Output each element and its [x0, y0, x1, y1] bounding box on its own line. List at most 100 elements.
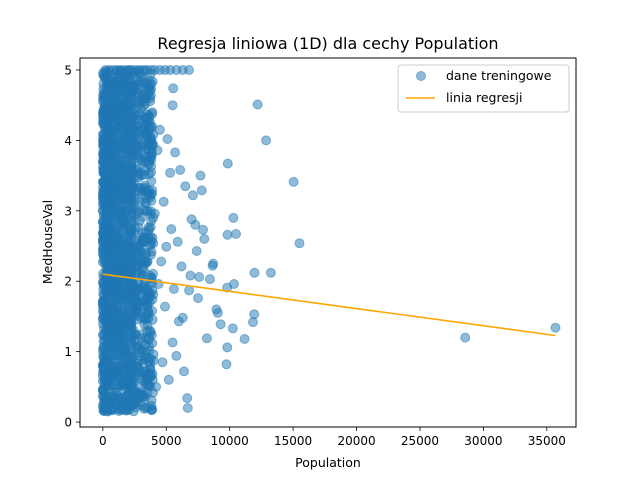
scatter-point — [193, 293, 203, 304]
scatter-point — [227, 323, 238, 334]
scatter-point — [222, 342, 233, 353]
y-tick-label: 2 — [64, 275, 72, 289]
dense-point — [98, 402, 109, 413]
dense-point — [146, 400, 157, 411]
dense-point — [139, 266, 150, 277]
scatter-point — [239, 334, 250, 344]
x-tick-label: 0 — [99, 434, 107, 448]
dense-point — [148, 387, 158, 398]
dense-point — [145, 132, 156, 143]
scatter-point — [550, 322, 561, 333]
legend: dane treningowe linia regresji — [397, 64, 570, 113]
scatter-point — [167, 100, 178, 111]
scatter-point — [222, 158, 233, 169]
scatter-point — [196, 185, 207, 196]
scatter-point — [156, 256, 167, 267]
scatter-point — [162, 134, 173, 144]
y-tick-label: 5 — [64, 63, 72, 77]
regression-line — [102, 273, 556, 337]
dense-point — [136, 254, 147, 265]
dense-point — [136, 312, 147, 323]
legend-label-points: dane treningowe — [446, 68, 552, 83]
scatter-point — [288, 176, 299, 187]
y-axis-ticks: 0 1 2 3 4 5 — [64, 63, 80, 430]
scatter-point — [261, 135, 272, 146]
legend-marker-points — [416, 71, 426, 81]
dense-point — [122, 390, 133, 401]
dense-point — [136, 387, 147, 398]
scatter-point — [171, 350, 182, 361]
plot-frame — [79, 57, 577, 428]
dense-point — [148, 355, 159, 366]
regression-line-group — [102, 273, 556, 337]
scatter-point — [170, 147, 181, 158]
scatter-point — [248, 317, 258, 328]
scatter-point — [168, 83, 179, 94]
dense-point — [142, 284, 153, 295]
scatter-point — [185, 270, 196, 281]
dense-point — [145, 222, 156, 233]
dense-point — [136, 145, 147, 156]
x-tick-label: 5000 — [151, 434, 182, 448]
scatter-point — [191, 246, 202, 256]
scatter-point — [157, 357, 168, 368]
dense-point-band — [97, 65, 159, 417]
scatter-point — [221, 359, 232, 370]
scatter-point — [194, 272, 205, 282]
scatter-point — [166, 224, 177, 235]
x-tick-label: 15000 — [274, 434, 312, 448]
legend-label-line: linia regresji — [446, 90, 522, 105]
dense-point — [145, 206, 156, 217]
y-tick-label: 3 — [64, 204, 72, 218]
x-tick-label: 30000 — [464, 434, 502, 448]
dense-point — [144, 341, 154, 352]
x-axis-ticks: 0 5000 10000 15000 20000 25000 30000 35000 — [99, 427, 566, 448]
scatter-point — [165, 167, 176, 178]
dense-point — [124, 65, 135, 76]
scatter-point — [215, 319, 226, 330]
scatter-point — [175, 165, 186, 175]
scatter-point — [211, 304, 222, 315]
x-tick-label: 35000 — [528, 434, 566, 448]
scatter-point — [160, 301, 170, 312]
scatter-point — [172, 236, 183, 247]
scatter-point — [294, 238, 305, 249]
scatter-point — [252, 99, 263, 110]
dense-point — [137, 188, 147, 199]
dense-point — [147, 232, 158, 243]
x-tick-label: 25000 — [401, 434, 439, 448]
dense-point — [144, 111, 155, 122]
dense-point — [139, 78, 150, 89]
scatter-point — [163, 374, 174, 385]
dense-point — [137, 123, 148, 134]
scatter-point — [249, 267, 260, 278]
scatter-point — [161, 241, 172, 252]
legend-box — [397, 64, 570, 113]
dense-point — [134, 235, 145, 246]
y-tick-label: 0 — [64, 416, 72, 430]
y-axis-label: MedHouseVal — [40, 200, 55, 284]
scatter-point — [228, 212, 239, 223]
scatter-point — [167, 337, 178, 348]
scatter-point — [176, 261, 187, 272]
scatter-point — [179, 366, 189, 377]
scatter-point — [186, 214, 197, 225]
dense-point — [137, 212, 148, 222]
scatter-point — [265, 267, 276, 278]
scatter-point — [168, 284, 179, 294]
scatter-point — [173, 316, 184, 327]
scatter-point — [231, 229, 241, 239]
chart-title: Regresja liniowa (1D) dla cechy Populati… — [157, 34, 498, 53]
dense-point — [138, 96, 149, 107]
scatter-point — [229, 279, 239, 289]
dense-core — [102, 80, 136, 391]
dense-point — [101, 68, 112, 79]
dense-point — [108, 390, 119, 401]
dense-point — [146, 149, 157, 160]
scatter-point — [198, 224, 208, 235]
y-tick-label: 4 — [64, 134, 72, 148]
dense-point — [145, 250, 156, 260]
scatter-point — [158, 196, 169, 207]
dense-point — [139, 169, 150, 180]
x-tick-label: 10000 — [211, 434, 249, 448]
